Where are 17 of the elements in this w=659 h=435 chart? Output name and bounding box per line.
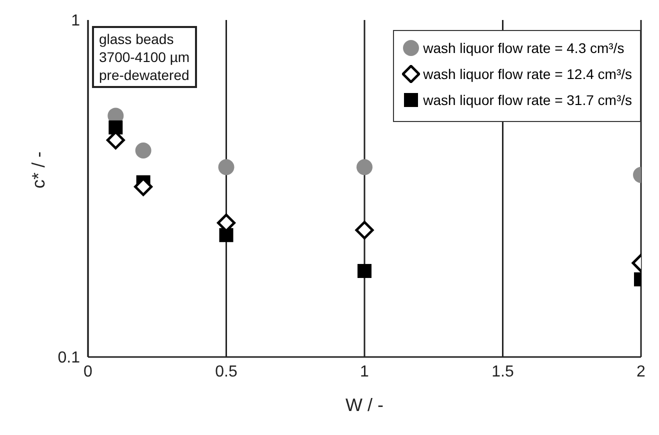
point xyxy=(135,142,152,158)
y-tick-label: 0.1 xyxy=(58,350,80,367)
x-tick-label: 0.5 xyxy=(215,363,238,380)
annotation: glass beads xyxy=(99,30,175,48)
annotation: pre-dewatered xyxy=(99,66,190,84)
x-tick-label: 0 xyxy=(84,363,93,380)
legend-label: wash liquor flow rate = 12.4 cm³/s xyxy=(423,66,632,82)
point xyxy=(108,120,123,134)
x-axis-title: W / - xyxy=(346,395,384,415)
x-tick-label: 1.5 xyxy=(492,363,514,380)
legend-label: wash liquor flow rate = 31.7 cm³/s xyxy=(423,92,632,108)
x-tick-label: 1 xyxy=(360,363,370,380)
y-axis-title: c* / - xyxy=(28,151,48,188)
point xyxy=(218,159,234,176)
x-tick-label: 2 xyxy=(636,363,646,380)
legend-label: wash liquor flow rate = 4.3 cm³/s xyxy=(423,40,624,56)
annotation: 3700-4100 µm xyxy=(99,48,190,66)
